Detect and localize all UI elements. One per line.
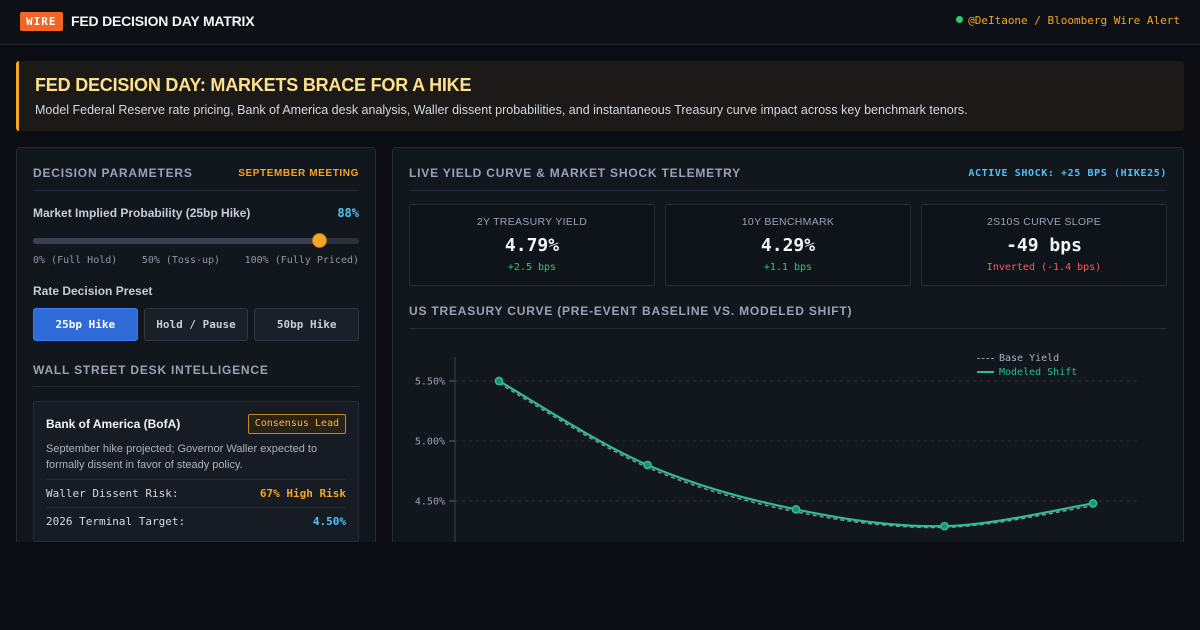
stat-card-2s10s: 2S10S CURVE SLOPE -49 bps Inverted (-1.4…	[921, 204, 1167, 286]
probability-label: Market Implied Probability (25bp Hike)	[33, 206, 251, 220]
wire-badge: WIRE	[20, 12, 63, 31]
stat-delta: +1.1 bps	[763, 262, 813, 273]
divider	[33, 386, 359, 387]
legend-item-modeled: Modeled Shift	[977, 365, 1077, 379]
divider	[409, 190, 1167, 191]
stat-label: 2S10S CURVE SLOPE	[986, 216, 1102, 228]
telemetry-heading: LIVE YIELD CURVE & MARKET SHOCK TELEMETR…	[409, 166, 741, 180]
preset-group: 25bp Hike Hold / Pause 50bp Hike	[33, 308, 360, 341]
stat-label: 2Y TREASURY YIELD	[476, 216, 588, 228]
y-tick-label: 5.50%	[415, 377, 445, 388]
desk-note: September hike projected; Governor Walle…	[46, 443, 318, 471]
chart-title: US TREASURY CURVE (PRE-EVENT BASELINE VS…	[409, 304, 853, 318]
modeled-shift-point	[643, 460, 652, 470]
tick-label-mid: 50% (Toss-up)	[141, 255, 221, 266]
source-attribution[interactable]: @DeItaone / Bloomberg Wire Alert	[956, 14, 1180, 27]
stat-delta: +2.5 bps	[507, 262, 557, 273]
slider-tick-labels: 0% (Full Hold) 50% (Toss-up) 100% (Fully…	[33, 255, 359, 266]
desk-row-terminal: 2026 Terminal Target: 4.50%	[46, 507, 346, 534]
y-tick-label: 5.00%	[415, 437, 445, 448]
probability-slider[interactable]	[33, 233, 359, 248]
divider	[33, 190, 359, 191]
preset-label: Rate Decision Preset	[33, 284, 153, 298]
desk-row-value: 67% High Risk	[259, 486, 346, 500]
modeled-shift-point	[1088, 499, 1098, 508]
yield-curve-chart: 5.50% 5.00% 4.50%	[415, 357, 1137, 543]
modeled-shift-line	[498, 380, 1094, 528]
desk-name: Bank of America (BofA)	[46, 417, 181, 431]
meeting-label: SEPTEMBER MEETING	[238, 168, 359, 179]
source-text: @DeItaone / Bloomberg Wire Alert	[968, 14, 1180, 27]
slider-fill	[33, 238, 320, 244]
decision-panel: DECISION PARAMETERS SEPTEMBER MEETING Ma…	[16, 147, 376, 567]
telemetry-panel: LIVE YIELD CURVE & MARKET SHOCK TELEMETR…	[392, 147, 1184, 567]
desk-card: Bank of America (BofA) Consensus Lead Se…	[33, 401, 359, 542]
active-shock-label: ACTIVE SHOCK: +25 BPS (HIKE25)	[968, 168, 1167, 179]
legend-item-base: Base Yield	[977, 351, 1077, 365]
legend-swatch	[977, 371, 994, 373]
legend-label: Base Yield	[999, 352, 1060, 364]
probability-value: 88%	[337, 206, 359, 220]
viewport-bottom	[0, 542, 1200, 630]
stat-value: -49 bps	[1006, 235, 1082, 256]
desk-row-dissent: Waller Dissent Risk: 67% High Risk	[46, 479, 346, 506]
modeled-shift-point	[791, 505, 801, 514]
divider	[409, 328, 1167, 329]
y-tick-label: 4.50%	[415, 497, 445, 508]
decision-heading: DECISION PARAMETERS	[33, 166, 193, 180]
live-status-dot-icon	[956, 16, 964, 23]
legend-label: Modeled Shift	[999, 366, 1078, 378]
modeled-shift-point	[940, 521, 949, 531]
desk-row-key: Waller Dissent Risk:	[46, 486, 179, 500]
legend-swatch	[977, 357, 994, 359]
consensus-badge: Consensus Lead	[247, 414, 346, 434]
tick-label-min: 0% (Full Hold)	[33, 255, 118, 266]
top-bar: WIRE FED DECISION DAY MATRIX @DeItaone /…	[0, 0, 1200, 45]
stat-cards: 2Y TREASURY YIELD 4.79% +2.5 bps 10Y BEN…	[409, 204, 1167, 286]
stat-value: 4.29%	[760, 235, 816, 256]
slider-thumb[interactable]	[312, 233, 328, 248]
desk-row-value: 4.50%	[312, 514, 346, 528]
headline-banner: FED DECISION DAY: MARKETS BRACE FOR A HI…	[16, 61, 1184, 131]
tick-label-max: 100% (Fully Priced)	[244, 255, 359, 266]
app-title: FED DECISION DAY MATRIX	[71, 13, 255, 29]
desk-row-key: 2026 Terminal Target:	[46, 514, 186, 528]
preset-hold-button[interactable]: Hold / Pause	[143, 308, 249, 341]
chart-legend: Base Yield Modeled Shift	[977, 351, 1077, 379]
stat-label: 10Y BENCHMARK	[741, 216, 835, 228]
stat-card-2y: 2Y TREASURY YIELD 4.79% +2.5 bps	[409, 204, 655, 286]
stat-delta: Inverted (-1.4 bps)	[986, 262, 1102, 273]
modeled-shift-point	[494, 376, 504, 386]
desk-heading: WALL STREET DESK INTELLIGENCE	[33, 363, 269, 377]
preset-25bp-hike-button[interactable]: 25bp Hike	[33, 308, 138, 341]
preset-50bp-hike-button[interactable]: 50bp Hike	[254, 308, 360, 341]
stat-card-10y: 10Y BENCHMARK 4.29% +1.1 bps	[665, 204, 911, 286]
headline-subtitle: Model Federal Reserve rate pricing, Bank…	[35, 103, 968, 117]
stat-value: 4.79%	[504, 235, 560, 256]
headline-title: FED DECISION DAY: MARKETS BRACE FOR A HI…	[35, 75, 472, 95]
